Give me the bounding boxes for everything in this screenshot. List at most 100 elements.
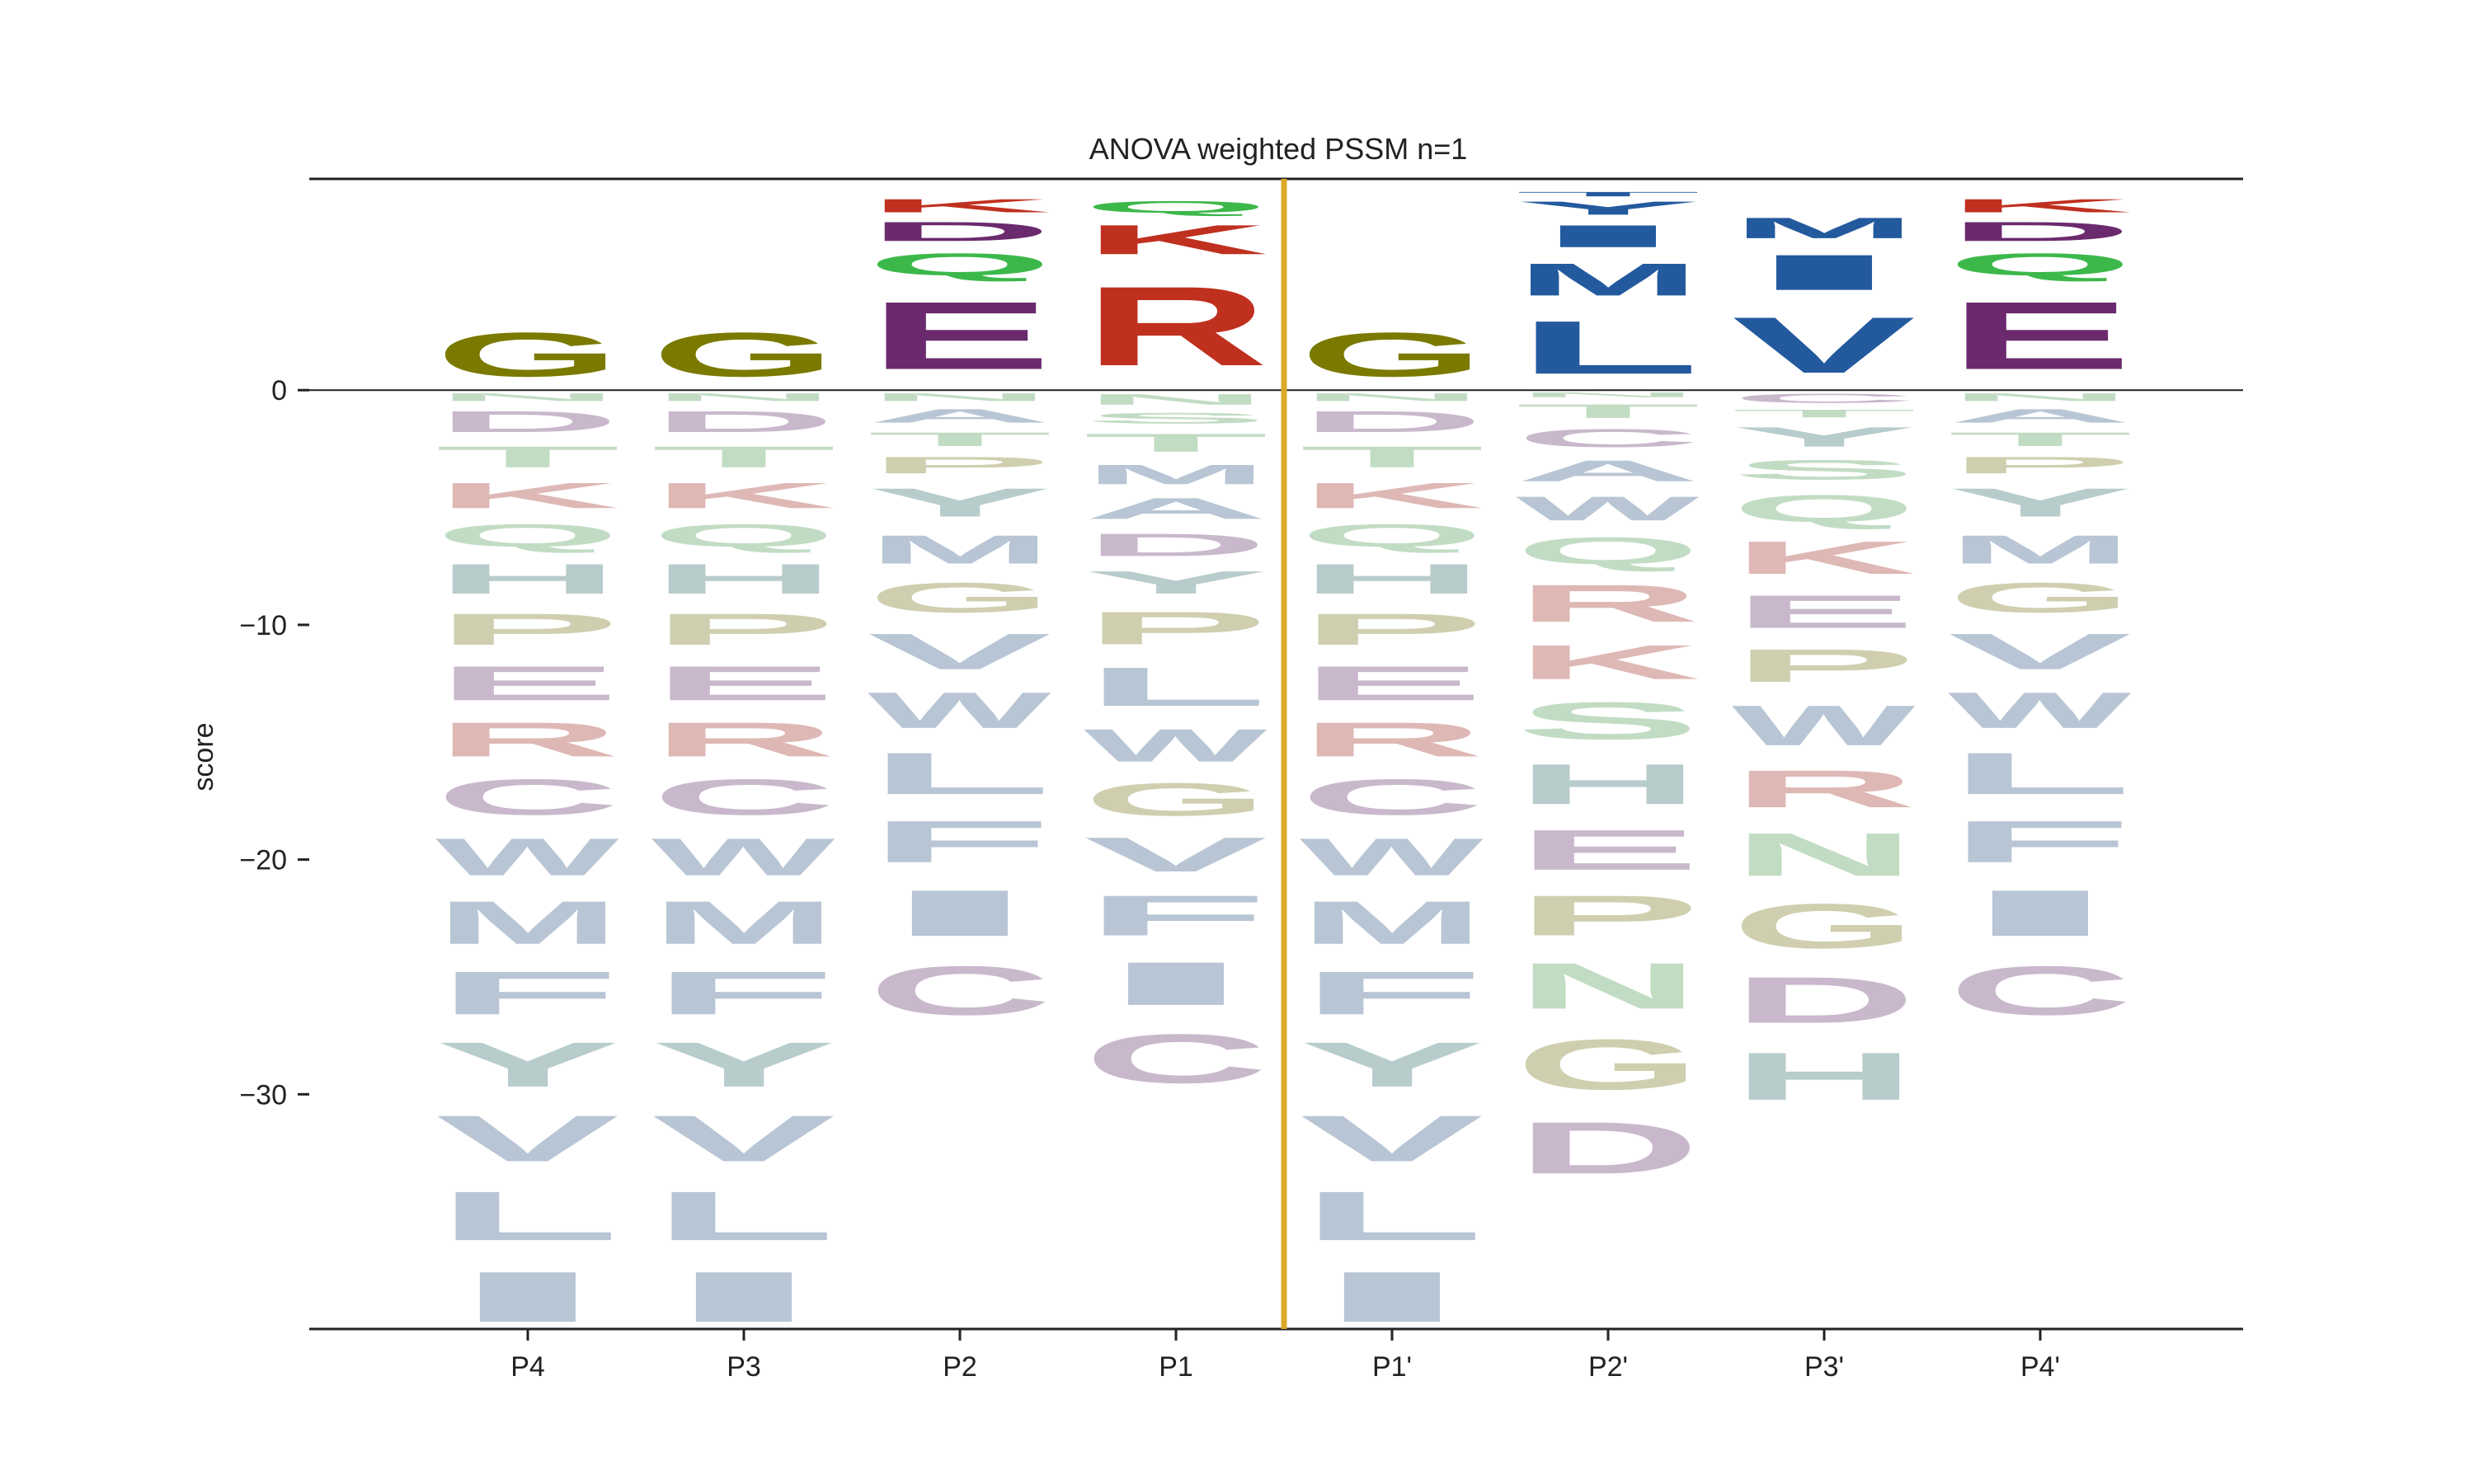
logo-letter-y: Y (868, 480, 1052, 525)
logo-letter-k: K (1084, 217, 1268, 264)
logo-letter-g: G (868, 574, 1052, 622)
logo-letter-c: C (1516, 424, 1700, 453)
logo-letter-v: V (868, 623, 1051, 680)
y-axis: 0 −10 −20 −30 (239, 375, 309, 1111)
logo-letter-p: P (1732, 640, 1917, 692)
logo-letter-y: Y (1732, 421, 1917, 453)
logo-letter-p: P (435, 604, 620, 655)
chart-title: ANOVA weighted PSSM n=1 (1089, 132, 1468, 166)
logo-letter-r: R (1084, 263, 1268, 389)
logo-letter-q: Q (651, 518, 836, 554)
logo-letter-g: G (1948, 574, 2133, 622)
logo-letter-h: H (1732, 1039, 1917, 1115)
logo-letter-l: L (1948, 740, 2133, 806)
logo-letter-t: T (651, 440, 836, 474)
logo-letter-c: C (1948, 951, 2133, 1030)
logo-letter-w: W (1300, 828, 1484, 887)
logo-letter-p: P (1300, 604, 1484, 655)
logo-letter-r: R (435, 712, 620, 767)
logo-letter-y: Y (1084, 565, 1268, 600)
logo-letter-m: M (1084, 459, 1268, 491)
logo-letter-q: Q (1948, 247, 2133, 282)
logo-letter-v: V (1948, 623, 2132, 680)
logo-letter-q: Q (1084, 198, 1268, 217)
logo-letter-c: C (435, 769, 620, 826)
logo-letter-c: C (1732, 391, 1917, 406)
logo-letter-g: G (1732, 890, 1917, 961)
logo-letter-f: F (435, 959, 620, 1027)
logo-letter-h: H (651, 556, 836, 603)
logo-letter-m: M (435, 888, 620, 956)
logo-letter-d: D (1732, 963, 1917, 1036)
logo-letter-g: G (435, 319, 620, 389)
logo-letter-f: F (1948, 809, 2133, 875)
logo-letter-k: K (1732, 532, 1917, 584)
logo-letter-t: T (1300, 440, 1484, 474)
logo-letter-w: W (1732, 693, 1916, 757)
logo-letter-f: F (651, 959, 836, 1027)
logo-letter-i: I (1948, 876, 2133, 950)
logo-letter-d: D (868, 216, 1052, 247)
logo-letter-k: K (1948, 195, 2133, 217)
logo-letter-y: Y (1516, 198, 1700, 218)
logo-letter-a: A (1948, 405, 2133, 426)
logo-letter-t: T (1516, 190, 1700, 198)
logo-letter-h: H (1516, 752, 1700, 815)
logo-letter-m: M (651, 888, 836, 956)
logo-letter-y: Y (435, 1029, 620, 1100)
logo-letter-v: V (651, 1102, 835, 1176)
logo-letter-g: G (1084, 773, 1268, 825)
logo-letter-n: N (1084, 391, 1268, 408)
logo-letter-w: W (651, 828, 835, 887)
logo-letter-r: R (1732, 759, 1917, 819)
logo-letter-r: R (1516, 574, 1700, 633)
logo-letter-y: Y (1300, 1029, 1484, 1100)
logo-letter-f: F (1300, 959, 1484, 1027)
logo-letter-s: S (1732, 454, 1917, 486)
logo-letter-n: N (651, 391, 836, 403)
logo-letter-t: T (1948, 429, 2133, 450)
logo-letter-n: N (1300, 391, 1484, 403)
logo-letter-k: K (868, 195, 1052, 217)
logo-letter-p: P (651, 604, 836, 655)
logo-letter-q: Q (868, 247, 1052, 282)
x-tick-label: P2 (943, 1351, 977, 1383)
x-tick-label: P4 (510, 1351, 545, 1383)
logo-letter-e: E (651, 656, 836, 711)
logo-letter-e: E (868, 282, 1052, 390)
logo-letter-t: T (1732, 407, 1917, 420)
logo-letter-l: L (435, 1177, 620, 1255)
logo-letter-l: L (868, 740, 1052, 806)
logo-letter-d: D (435, 405, 620, 439)
logo-letter-k: K (1300, 475, 1484, 515)
logo-letter-f: F (868, 809, 1052, 875)
logo-letter-n: N (435, 391, 620, 403)
logo-letter-c: C (651, 769, 836, 826)
logo-letter-n: N (1516, 391, 1700, 398)
logo-letters: GNDTKQHPERCWMFYVLIGNDTKQHPERCWMFYVLIEQDK… (435, 190, 2133, 1337)
logo-letter-p: P (1516, 884, 1700, 948)
logo-letter-k: K (651, 475, 836, 515)
logo-letter-t: T (435, 440, 620, 474)
logo-letter-m: M (1732, 212, 1917, 245)
logo-letter-e: E (1948, 282, 2133, 390)
logo-letter-q: Q (1300, 518, 1484, 554)
logo-letter-d: D (1948, 216, 2133, 247)
logo-letter-p: P (868, 452, 1052, 478)
x-tick-label: P1' (1372, 1351, 1412, 1383)
y-tick-label: −30 (239, 1079, 287, 1111)
x-tick-label: P1 (1159, 1351, 1193, 1383)
logo-letter-g: G (1516, 1025, 1700, 1106)
y-tick-label: 0 (271, 375, 287, 406)
logo-letter-w: W (1516, 490, 1700, 528)
x-tick-label: P4' (2020, 1351, 2060, 1383)
logo-letter-c: C (868, 951, 1052, 1030)
logo-letter-r: R (651, 712, 836, 767)
logo-letter-i: I (1732, 245, 1917, 301)
logo-letter-n: N (1732, 820, 1917, 889)
logo-letter-w: W (1948, 682, 2132, 739)
logo-letter-p: P (1948, 452, 2133, 478)
logo-letter-h: H (435, 556, 620, 603)
x-tick-label: P3' (1804, 1351, 1844, 1383)
